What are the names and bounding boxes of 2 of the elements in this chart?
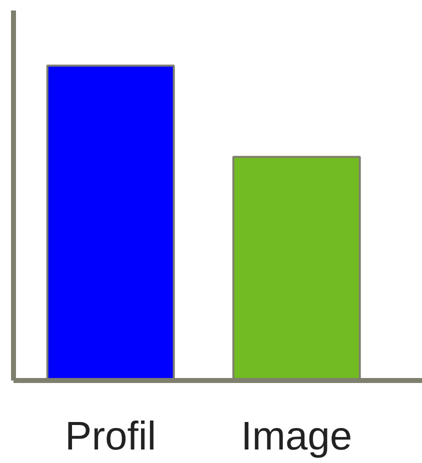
x-tick-label: Image xyxy=(241,414,352,458)
x-tick-label: Profil xyxy=(65,414,156,458)
